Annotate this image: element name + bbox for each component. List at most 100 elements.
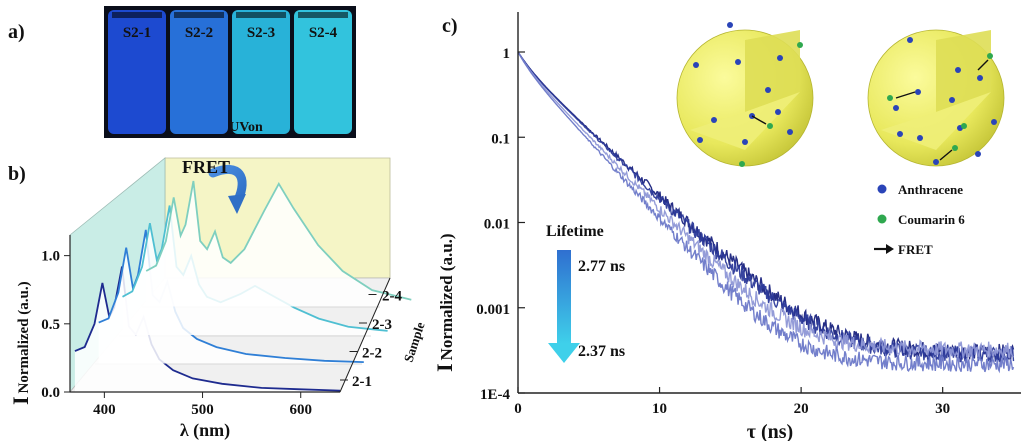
c-y-tick-0: 1 [503,46,511,62]
b-z-axis [339,277,391,393]
fret-arrow-head [228,194,246,214]
vial-cap-3 [236,12,286,18]
c-x-tick-30: 30 [935,401,950,417]
lifetime-value-end: 2.37 ns [578,343,625,360]
decay-series-4 [517,51,1015,374]
sphere-donor-only [676,22,814,167]
decay-axes: 0 10 20 30 1 0.1 0.01 0.001 1E-4 τ (ns) INormalize… [432,12,1021,441]
vial-4 [294,10,352,134]
lifetime-value-start: 2.77 ns [578,258,625,275]
sphere-2-anthracene-10 [975,151,981,157]
sphere-2-cut-wall [936,30,991,112]
sphere-2-coumarin-1 [887,95,893,101]
sphere-2-anthracene-2 [977,75,983,81]
sphere-2-coumarin-0 [987,53,993,59]
sphere-2-anthracene-7 [897,131,903,137]
fret-annotation: FRET [182,157,230,177]
vial-label-3: S2-3 [247,25,275,41]
vial-3 [232,10,290,134]
sphere-1-anthracene-9 [742,139,748,145]
sphere-donor-acceptor [867,29,1005,167]
vial-cap-4 [298,12,348,18]
sphere-1-anthracene-4 [765,87,771,93]
fret-arrow-body [208,164,247,205]
sphere-2-anthracene-4 [893,105,899,111]
c-y-tick-1: 0.1 [491,131,510,147]
sphere-1-anthracene-8 [697,137,703,143]
panel-c-chart: 0 10 20 30 1 0.1 0.01 0.001 1E-4 τ (ns) INormalize… [432,12,1021,441]
sphere-1-fret-arrow [751,115,767,125]
legend-anthracene-label: Anthracene [898,182,963,197]
sphere-2-fret-arrow-2 [939,149,953,161]
sphere-1-anthracene-2 [693,62,699,68]
legend-fret-label: FRET [898,242,933,257]
c-y-tick-2: 0.01 [484,217,510,233]
c-x-axis-label: τ (ns) [747,421,793,441]
vial-1 [108,10,166,134]
panel-b-label: b) [8,163,26,185]
sample-label-2-4: 2-4 [382,289,402,305]
waterfall-series [74,180,412,392]
c-x-tick-10: 10 [652,401,667,417]
b-x-tick-500: 500 [191,402,214,418]
sphere-2-fret-arrow-0 [895,91,916,99]
b-y-tick-0.0: 0.0 [41,385,60,401]
c-x-tick-20: 20 [794,401,809,417]
vial-cap-1 [112,12,162,18]
vial-label-2: S2-2 [185,25,213,41]
vial-photo: S2-1 S2-2 S2-3 S2-4 UVon [104,6,356,138]
legend: Anthracene Coumarin 6 FRET [874,182,965,257]
legend-coumarin-marker [877,214,887,224]
sphere-2-dots [887,37,997,165]
panel-c-label: c) [442,15,458,37]
b-y-tick-1.0: 1.0 [41,249,60,265]
legend-fret-arrow-head [886,244,894,254]
photo-caption: UVon [229,120,263,135]
c-x-tick-0: 0 [514,401,522,417]
decay-series-3 [517,51,1014,361]
b-y-axis-label: INormalized (a.u.) [8,281,33,405]
sample-label-2-3: 2-3 [372,317,392,333]
sphere-2-coumarin-3 [952,145,958,151]
sample-label-2-2: 2-2 [362,346,382,362]
lifetime-arrow-shaft [557,250,571,344]
sphere-1-anthracene-10 [787,129,793,135]
c-y-axis-label: INormalized (a.u.) [432,233,457,372]
lifetime-title: Lifetime [546,223,604,240]
sphere-1-cut-wall [745,30,800,112]
panel-a-label: a) [8,21,25,43]
b-x-axis-label: λ (nm) [180,420,230,441]
lifetime-indicator: Lifetime 2.77 ns 2.37 ns [546,223,625,363]
c-y-tick-3: 0.001 [476,302,510,318]
sphere-1-dots [693,22,803,167]
sphere-1-anthracene-7 [711,117,717,123]
vial-group: S2-1 S2-2 S2-3 S2-4 [108,10,352,134]
sphere-1-coumarin-1 [767,123,773,129]
legend-coumarin-label: Coumarin 6 [898,212,965,227]
vial-label-4: S2-4 [309,25,338,41]
sphere-2-anthracene-9 [933,159,939,165]
sphere-2-anthracene-0 [907,37,913,43]
sphere-1-anthracene-1 [777,55,783,61]
vial-label-1: S2-1 [123,25,151,41]
c-y-tick-4: 1E-4 [480,387,511,403]
b-y-tick-0.5: 0.5 [41,317,60,333]
vial-2 [170,10,228,134]
sphere-1-anthracene-0 [727,22,733,28]
sphere-2-fret-arrow-1 [977,59,989,71]
sphere-2-anthracene-8 [917,135,923,141]
sphere-1-coumarin-0 [797,42,803,48]
lifetime-arrow-head [548,343,580,363]
b-x-tick-600: 600 [289,402,312,418]
b-z-axis-label: Sample [401,320,428,364]
sphere-2-coumarin-2 [961,123,967,129]
sphere-2-anthracene-5 [915,89,921,95]
series-line-2-4 [145,180,412,301]
legend-anthracene-marker [877,184,887,194]
sphere-2-cut-floor [881,92,991,150]
sphere-2-anthracene-6 [991,119,997,125]
panel-b-chart: 2-1 2-2 2-3 2-4 400 500 600 0.0 0.5 1.0 λ (nm) INor… [8,157,428,441]
sphere-2-anthracene-3 [949,97,955,103]
